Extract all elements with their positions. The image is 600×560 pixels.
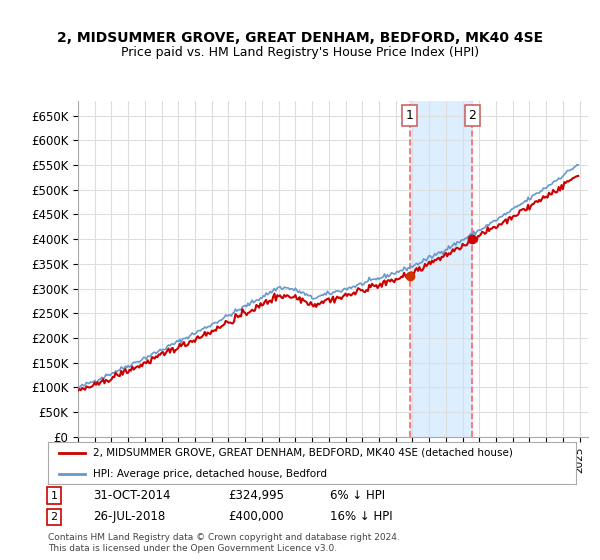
Text: Price paid vs. HM Land Registry's House Price Index (HPI): Price paid vs. HM Land Registry's House … [121,46,479,59]
Text: 26-JUL-2018: 26-JUL-2018 [93,510,165,524]
Text: HPI: Average price, detached house, Bedford: HPI: Average price, detached house, Bedf… [93,469,327,479]
Text: 16% ↓ HPI: 16% ↓ HPI [330,510,392,524]
Text: 6% ↓ HPI: 6% ↓ HPI [330,489,385,502]
Text: 2, MIDSUMMER GROVE, GREAT DENHAM, BEDFORD, MK40 4SE (detached house): 2, MIDSUMMER GROVE, GREAT DENHAM, BEDFOR… [93,448,513,458]
Text: 2: 2 [469,109,476,122]
Text: £400,000: £400,000 [228,510,284,524]
Text: 1: 1 [406,109,413,122]
Text: Contains HM Land Registry data © Crown copyright and database right 2024.
This d: Contains HM Land Registry data © Crown c… [48,533,400,553]
Text: 2, MIDSUMMER GROVE, GREAT DENHAM, BEDFORD, MK40 4SE: 2, MIDSUMMER GROVE, GREAT DENHAM, BEDFOR… [57,31,543,45]
Text: 31-OCT-2014: 31-OCT-2014 [93,489,170,502]
Bar [410,101,472,437]
Text: £324,995: £324,995 [228,489,284,502]
Text: 2: 2 [50,512,58,522]
Text: 1: 1 [50,491,58,501]
